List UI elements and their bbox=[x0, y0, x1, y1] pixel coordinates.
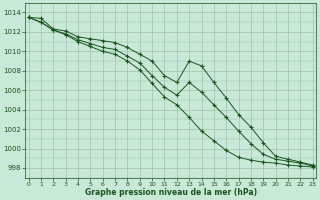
X-axis label: Graphe pression niveau de la mer (hPa): Graphe pression niveau de la mer (hPa) bbox=[84, 188, 257, 197]
